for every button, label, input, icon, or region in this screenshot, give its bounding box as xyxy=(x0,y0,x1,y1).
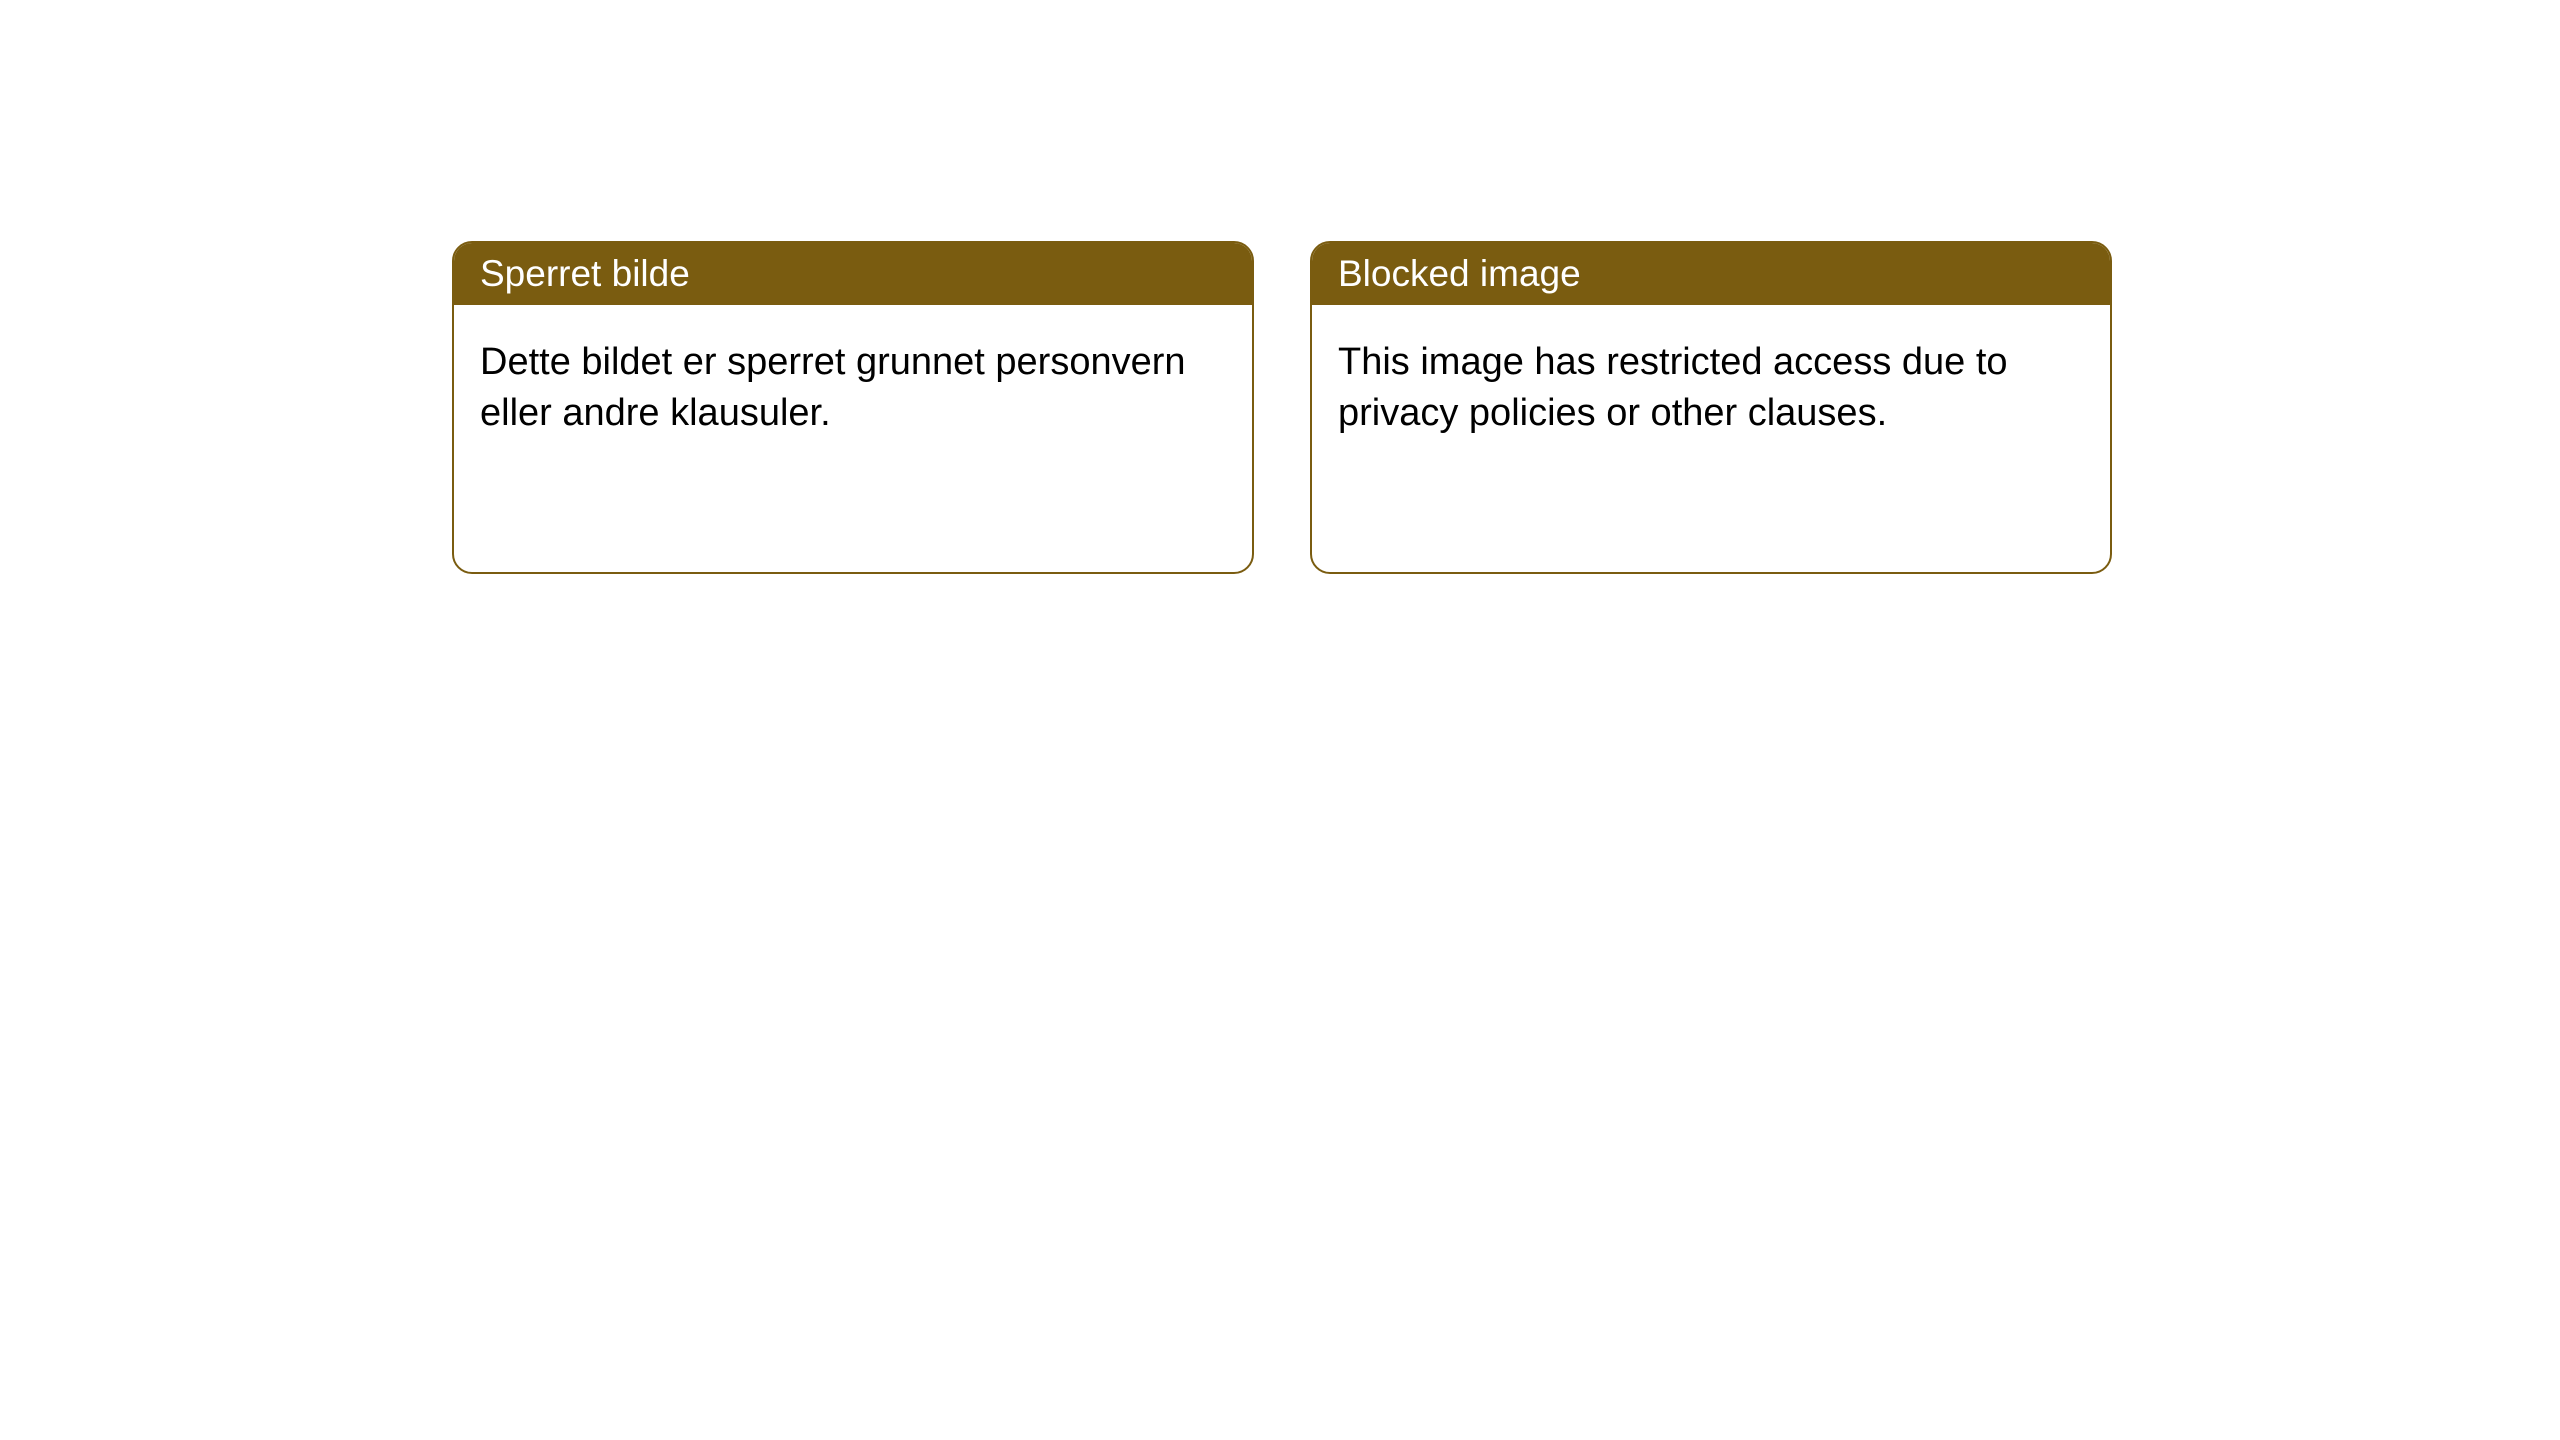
notice-box-english: Blocked image This image has restricted … xyxy=(1310,241,2112,574)
notice-body-norwegian: Dette bildet er sperret grunnet personve… xyxy=(454,305,1252,472)
notice-title: Blocked image xyxy=(1338,253,1581,294)
notice-header-english: Blocked image xyxy=(1312,243,2110,305)
notice-title: Sperret bilde xyxy=(480,253,690,294)
notice-body-english: This image has restricted access due to … xyxy=(1312,305,2110,472)
notice-body-text: Dette bildet er sperret grunnet personve… xyxy=(480,341,1186,434)
notice-box-norwegian: Sperret bilde Dette bildet er sperret gr… xyxy=(452,241,1254,574)
notice-header-norwegian: Sperret bilde xyxy=(454,243,1252,305)
notice-container: Sperret bilde Dette bildet er sperret gr… xyxy=(0,0,2560,574)
notice-body-text: This image has restricted access due to … xyxy=(1338,341,2008,434)
